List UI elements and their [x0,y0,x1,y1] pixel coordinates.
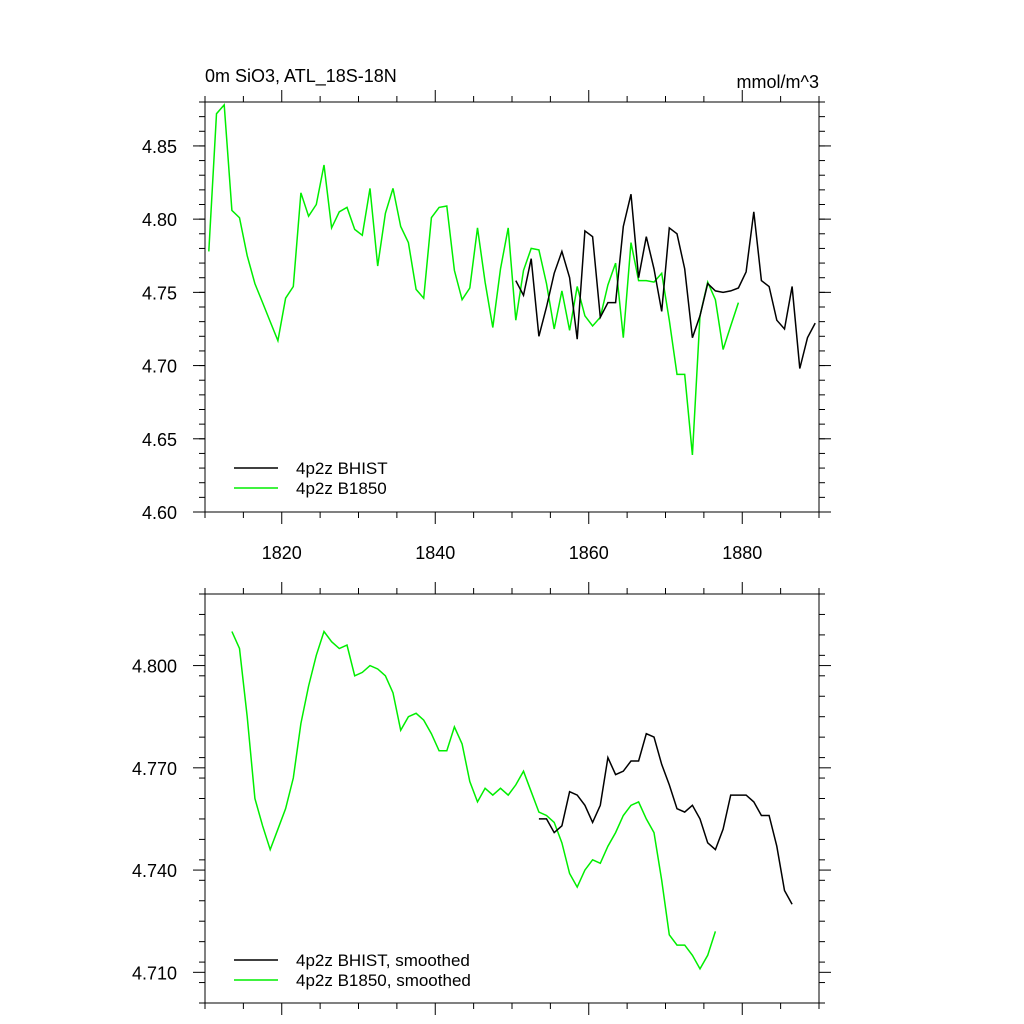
y-tick-label: 4.75 [142,283,177,303]
legend-label: 4p2z B1850, smoothed [296,971,471,990]
y-tick-label: 4.710 [132,963,177,983]
y-tick-label: 4.65 [142,430,177,450]
bottom-panel: 4.710 4.740 4.770 4.800 4p2z BHIST, smoothed… [132,582,831,1015]
y-tick-label: 4.60 [142,503,177,523]
series-line-4p2z-b1850-smoothed [231,629,717,971]
legend-label: 4p2z B1850 [296,479,387,498]
series-line-4p2z-b1850 [208,103,740,455]
chart-title: 0m SiO3, ATL_18S-18N [205,66,397,87]
y-tick-label: 4.740 [132,861,177,881]
y-tick-label: 4.85 [142,137,177,157]
legend-label: 4p2z BHIST, smoothed [296,951,470,970]
plot-frame [204,593,820,1004]
x-tick-label: 1880 [722,543,762,563]
y-tick-label: 4.70 [142,357,177,377]
x-tick-label: 1840 [415,543,455,563]
y-tick-label: 4.800 [132,657,177,677]
y-tick-label: 4.80 [142,210,177,230]
y-tick-label: 4.770 [132,759,177,779]
x-tick-label: 1860 [569,543,609,563]
series-line-4p2z-bhist [515,194,816,369]
x-tick-label: 1820 [262,543,302,563]
units-label: mmol/m^3 [737,72,819,92]
series-line-4p2z-bhist-smoothed [538,732,793,905]
legend-label: 4p2z BHIST [296,459,388,478]
plot-frame [204,101,820,513]
top-panel: 1820 1840 1860 1880 4.60 4.65 4.70 4.75 4.80 4.85… [142,66,831,563]
